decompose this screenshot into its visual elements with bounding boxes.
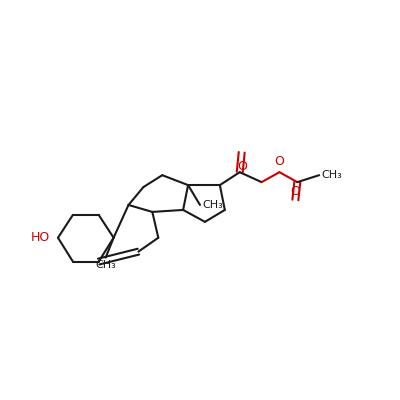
Text: O: O bbox=[290, 185, 300, 198]
Text: CH₃: CH₃ bbox=[321, 170, 342, 180]
Text: O: O bbox=[237, 160, 247, 173]
Text: HO: HO bbox=[31, 231, 50, 244]
Text: CH₃: CH₃ bbox=[95, 260, 116, 270]
Text: CH₃: CH₃ bbox=[202, 200, 223, 210]
Text: O: O bbox=[274, 155, 284, 168]
